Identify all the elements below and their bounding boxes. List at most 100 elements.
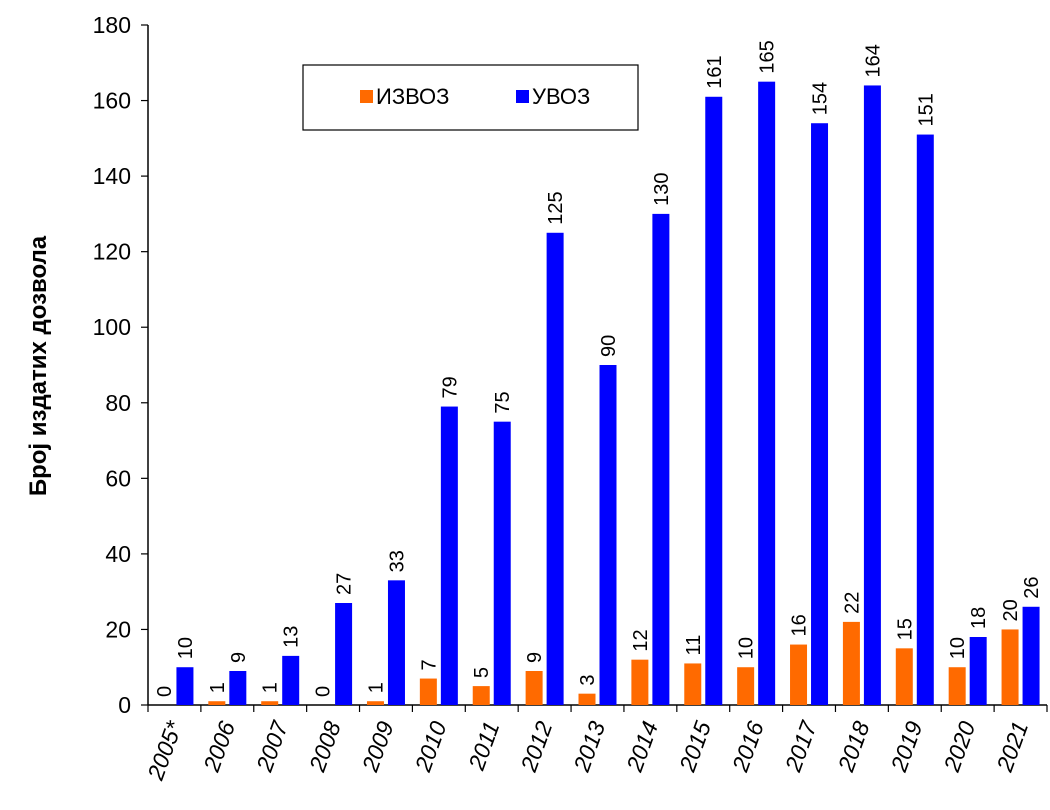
x-tick-label: 2016 [727, 718, 769, 776]
bar-izvoz [366, 701, 384, 705]
legend-label-izvoz: ИЗВОЗ [376, 84, 449, 109]
data-label-izvoz: 0 [313, 686, 335, 697]
bar-uvoz [705, 96, 723, 706]
data-label-uvoz: 26 [1021, 577, 1043, 599]
legend-label-uvoz: УВОЗ [532, 84, 590, 109]
x-tick-label: 2018 [832, 718, 874, 776]
legend: ИЗВОЗ УВОЗ [302, 64, 639, 131]
x-tick-label: 2008 [304, 718, 346, 776]
bar-izvoz [525, 671, 543, 705]
data-label-izvoz: 1 [260, 682, 282, 693]
bar-izvoz [842, 621, 860, 705]
bar-uvoz [493, 421, 511, 705]
data-label-uvoz: 13 [281, 626, 303, 648]
x-tick-label: 2019 [885, 718, 927, 776]
y-tick-label: 80 [105, 390, 131, 416]
x-tick-label: 2007 [251, 717, 294, 776]
bar-uvoz [652, 213, 670, 705]
data-label-uvoz: 161 [704, 55, 726, 88]
bar-izvoz [578, 693, 596, 705]
y-tick-label: 40 [105, 541, 131, 567]
bar-uvoz [599, 365, 617, 705]
x-tick-label: 2010 [409, 718, 451, 776]
x-axis-ticks: 2005* 2006 2007 2008 2009 2010 2011 2012 2013 201… [142, 705, 1048, 784]
data-label-uvoz: 33 [386, 550, 408, 572]
bar-uvoz [758, 81, 776, 705]
data-label-izvoz: 1 [365, 682, 387, 693]
legend-swatch-uvoz [516, 90, 529, 103]
data-label-uvoz: 164 [862, 44, 884, 77]
y-tick-label: 180 [93, 12, 131, 38]
bar-uvoz [1022, 606, 1040, 705]
y-tick-label: 120 [93, 239, 131, 265]
data-label-izvoz: 10 [736, 637, 758, 659]
x-tick-label: 2012 [515, 718, 557, 776]
bar-izvoz [895, 648, 913, 705]
y-axis-label: Број издатих дозвола [25, 235, 52, 496]
bar-uvoz [916, 134, 934, 706]
data-label-izvoz: 11 [683, 635, 705, 656]
bar-izvoz [631, 659, 649, 705]
data-label-uvoz: 151 [915, 93, 937, 126]
data-label-izvoz: 22 [841, 592, 863, 614]
data-label-izvoz: 20 [1000, 599, 1022, 621]
x-tick-label: 2014 [621, 718, 663, 776]
data-label-uvoz: 125 [545, 191, 567, 224]
bar-uvoz [440, 406, 458, 705]
y-tick-label: 60 [105, 465, 131, 491]
data-label-izvoz: 16 [789, 614, 811, 636]
bar-izvoz [472, 686, 490, 705]
x-tick-label: 2017 [779, 717, 822, 776]
data-label-izvoz: 5 [471, 667, 493, 678]
x-tick-label: 2020 [938, 718, 980, 776]
data-labels: 0101911302713377957591253901213011161101… [154, 40, 1043, 697]
data-label-uvoz: 75 [492, 391, 514, 413]
data-label-uvoz: 9 [228, 652, 250, 663]
bar-izvoz [948, 667, 966, 705]
data-label-izvoz: 7 [418, 659, 440, 670]
x-tick-label: 2009 [356, 718, 398, 776]
bar-izvoz [261, 701, 279, 705]
data-label-izvoz: 1 [207, 682, 229, 693]
bar-izvoz [1001, 629, 1019, 705]
y-axis-ticks: 0 20 40 60 80 100 120 140 160 180 [93, 12, 148, 718]
data-label-uvoz: 27 [334, 573, 356, 595]
data-label-uvoz: 130 [651, 173, 673, 206]
data-label-uvoz: 18 [968, 607, 990, 629]
y-tick-label: 100 [93, 314, 131, 340]
bar-uvoz [811, 123, 829, 705]
data-label-uvoz: 79 [439, 376, 461, 398]
x-tick-label: 2015 [674, 718, 716, 776]
x-tick-label: 2021 [991, 718, 1033, 776]
bar-izvoz [790, 644, 808, 705]
bar-uvoz [969, 637, 987, 705]
data-label-uvoz: 10 [175, 637, 197, 659]
legend-swatch-izvoz [360, 90, 373, 103]
y-tick-label: 0 [118, 692, 131, 718]
bars [176, 81, 1040, 706]
legend-box [302, 64, 639, 131]
y-tick-label: 140 [93, 163, 131, 189]
bar-uvoz [546, 232, 564, 705]
x-tick-label: 2011 [463, 718, 505, 774]
bar-uvoz [282, 655, 300, 705]
bar-izvoz [737, 667, 755, 705]
data-label-izvoz: 9 [524, 652, 546, 663]
bar-izvoz [208, 701, 226, 705]
bar-izvoz [684, 663, 702, 705]
x-tick-label: 2006 [198, 718, 240, 776]
bar-uvoz [387, 580, 405, 705]
data-label-izvoz: 12 [630, 629, 652, 651]
data-label-uvoz: 90 [598, 335, 620, 357]
x-tick-label: 2013 [568, 718, 610, 776]
y-tick-label: 20 [105, 616, 131, 642]
y-tick-label: 160 [93, 88, 131, 114]
bar-uvoz [176, 667, 194, 705]
data-label-izvoz: 0 [154, 686, 176, 697]
bar-izvoz [419, 678, 437, 705]
data-label-izvoz: 15 [894, 618, 916, 640]
data-label-izvoz: 10 [947, 637, 969, 659]
data-label-izvoz: 3 [577, 675, 599, 686]
